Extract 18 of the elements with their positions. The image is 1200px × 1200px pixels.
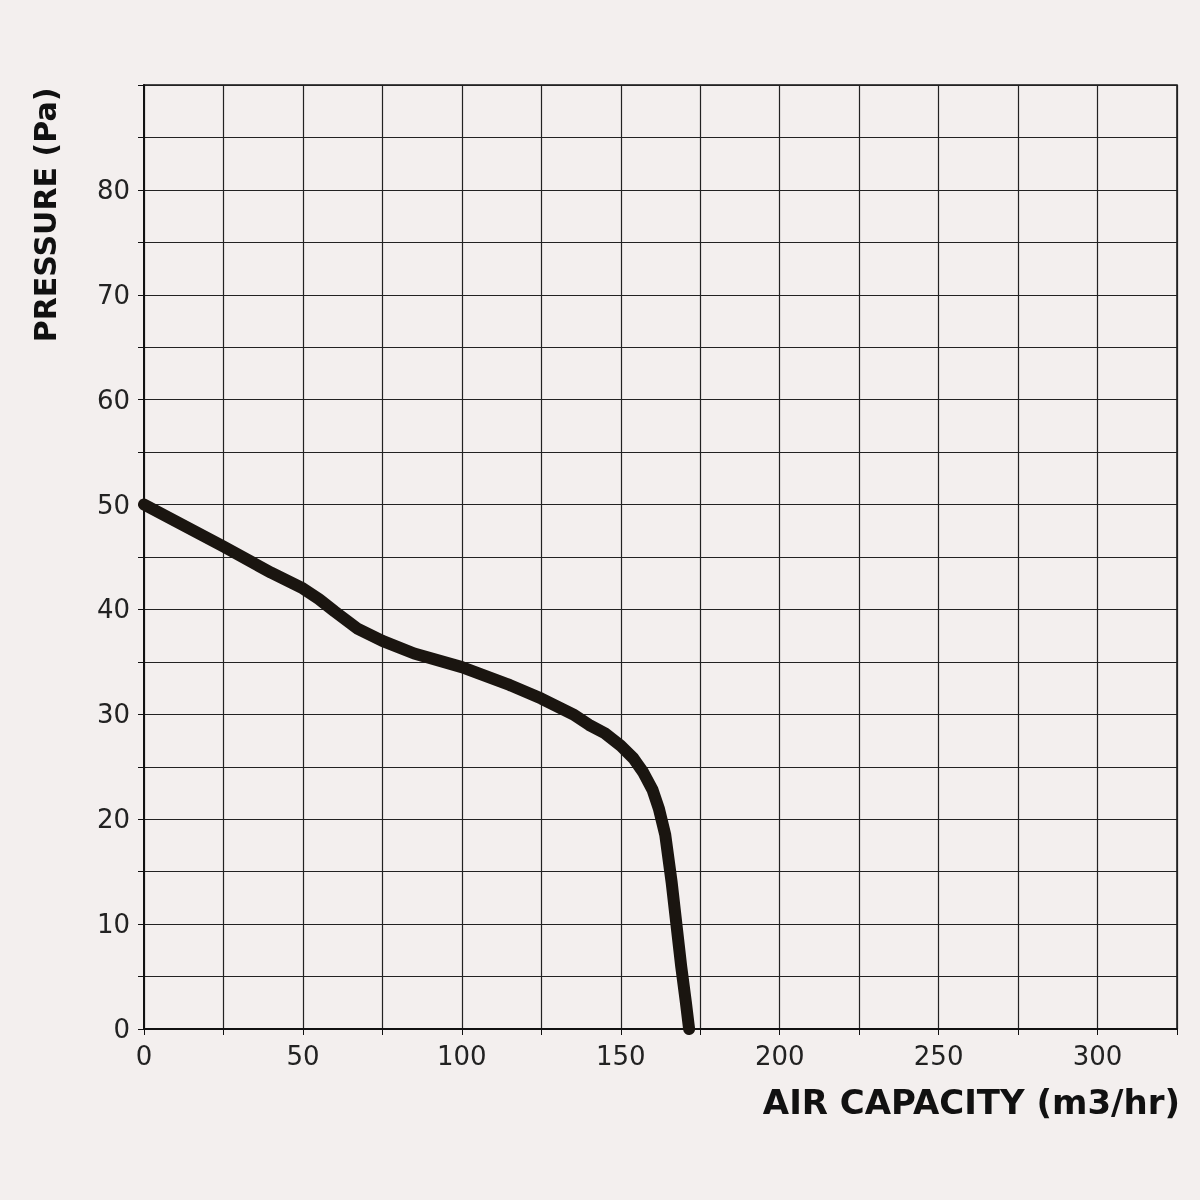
y-tick-label: 30 <box>96 699 130 730</box>
x-tick-label: 50 <box>286 1041 320 1071</box>
y-tick-label: 50 <box>96 489 130 520</box>
x-tick-label: 0 <box>135 1041 153 1071</box>
y-tick-label: 80 <box>96 174 130 205</box>
y-tick-label: 70 <box>96 279 130 310</box>
y-axis-title: PRESSURE (Pa) <box>27 87 63 343</box>
x-tick-label: 100 <box>437 1041 487 1071</box>
x-tick-label: 300 <box>1072 1041 1123 1071</box>
x-tick-label: 150 <box>595 1041 646 1071</box>
x-tick-label: 250 <box>913 1041 964 1071</box>
y-tick-label: 40 <box>96 594 130 625</box>
y-tick-label: 0 <box>113 1014 130 1044</box>
y-tick-label: 10 <box>96 909 130 940</box>
x-axis-title: AIR CAPACITY (m3/hr) <box>762 1082 1181 1122</box>
x-tick-label: 200 <box>754 1041 805 1071</box>
y-tick-label: 20 <box>96 804 130 835</box>
y-tick-label: 60 <box>96 384 130 415</box>
